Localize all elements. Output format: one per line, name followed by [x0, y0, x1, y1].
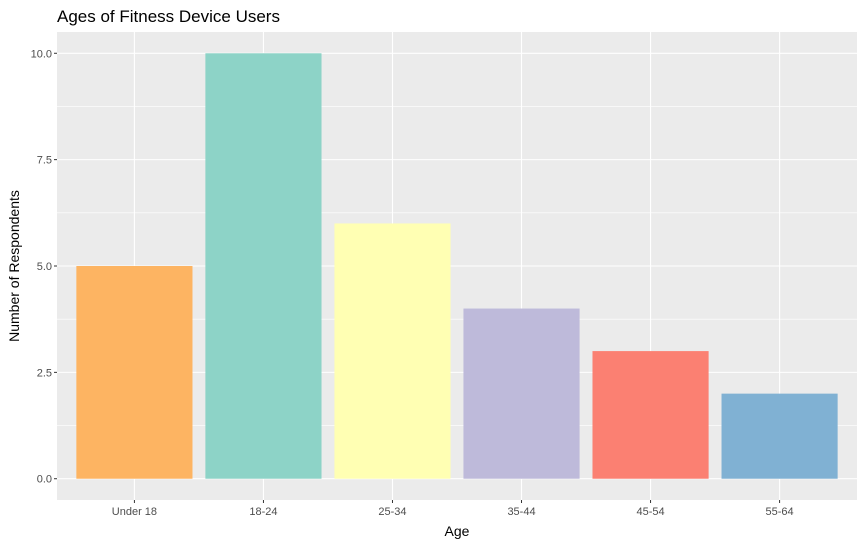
y-tick-label: 7.5 — [37, 155, 52, 167]
x-tick-label: 55-64 — [766, 506, 794, 518]
x-tick-label: Under 18 — [112, 506, 157, 518]
bar-25-34 — [334, 223, 451, 479]
bars — [76, 53, 838, 479]
y-tick-label: 0.0 — [37, 474, 52, 486]
x-axis-label: Age — [445, 523, 470, 539]
chart-title: Ages of Fitness Device Users — [57, 7, 280, 26]
x-axis: Under 18 18-24 25-34 35-44 45-54 55-64 — [112, 500, 794, 518]
x-tick-label: 35-44 — [507, 506, 535, 518]
y-tick-label: 5.0 — [37, 261, 52, 273]
bar-45-54 — [592, 351, 709, 479]
y-axis: 0.0 2.5 5.0 7.5 10.0 — [31, 48, 57, 486]
bar-under-18 — [76, 266, 193, 479]
y-tick-label: 2.5 — [37, 367, 52, 379]
bar-18-24 — [205, 53, 322, 479]
y-axis-label: Number of Respondents — [6, 190, 22, 342]
y-tick-label: 10.0 — [31, 48, 52, 60]
bar-35-44 — [463, 308, 580, 479]
bar-55-64 — [721, 393, 838, 479]
x-tick-label: 25-34 — [378, 506, 406, 518]
x-tick-label: 45-54 — [636, 506, 664, 518]
x-tick-label: 18-24 — [249, 506, 277, 518]
